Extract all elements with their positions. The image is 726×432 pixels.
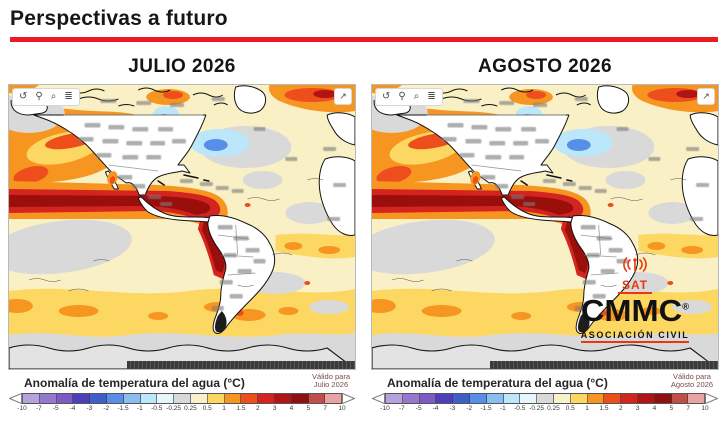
search-icon[interactable]: ⌕ xyxy=(413,90,420,102)
colorbar-ticks: -10 -7 -5 -4 -3 -2 -1.5 -1 -0.5 -0.25 0.25 0.5 1 1.5 2… xyxy=(17,404,346,412)
valid-period-label: Válido para Agosto 2026 xyxy=(670,371,713,390)
reset-view-icon[interactable]: ↺ xyxy=(19,90,28,102)
layers-icon[interactable]: ≣ xyxy=(64,90,73,102)
org-logo-text: CMMC® xyxy=(580,292,690,328)
forecast-panels: JULIO 2026 ↺ ⚲ ⌕ ≣ ↗ Anomalía de tempera… xyxy=(0,44,726,414)
colorbar-segments xyxy=(22,392,343,404)
export-icon[interactable]: ↗ xyxy=(697,87,715,105)
valid-period-label: Válido para Julio 2026 xyxy=(312,371,350,390)
search-icon[interactable]: ⌕ xyxy=(50,90,57,102)
title-accent-rule xyxy=(10,37,718,42)
colorbar-left-arrow xyxy=(9,392,22,404)
panel-julio: JULIO 2026 ↺ ⚲ ⌕ ≣ ↗ Anomalía de tempera… xyxy=(8,44,356,414)
page-title: Perspectivas a futuro xyxy=(10,7,228,30)
colorbar-right-arrow xyxy=(342,392,355,404)
map-toolbar: ↺ ⚲ ⌕ ≣ xyxy=(375,87,443,106)
panel-agosto: AGOSTO 2026 ↺ ⚲ ⌕ ≣ ↗ xyxy=(371,44,719,414)
map-attribution-bar xyxy=(489,360,718,369)
legend-row: Anomalía de temperatura del agua (°C) Vá… xyxy=(371,370,719,390)
legend-title: Anomalía de temperatura del agua (°C) xyxy=(24,375,245,390)
panel-heading-julio: JULIO 2026 xyxy=(128,55,236,77)
colorbar-right-arrow xyxy=(705,392,718,404)
map-toolbar: ↺ ⚲ ⌕ ≣ xyxy=(12,87,80,106)
reset-view-icon[interactable]: ↺ xyxy=(382,90,391,102)
organization-watermark: SAT CMMC® ASOCIACIÓN CIVIL xyxy=(556,256,714,343)
colorbar xyxy=(372,392,718,404)
sat-antenna-icon xyxy=(556,256,714,277)
registered-mark: ® xyxy=(682,301,690,312)
org-subtitle: ASOCIACIÓN CIVIL xyxy=(580,330,690,343)
anomaly-map-julio[interactable]: ↺ ⚲ ⌕ ≣ ↗ xyxy=(8,83,356,370)
map-canvas[interactable] xyxy=(9,85,355,369)
colorbar xyxy=(9,392,355,404)
legend-row: Anomalía de temperatura del agua (°C) Vá… xyxy=(8,370,356,390)
colorbar-ticks: -10 -7 -5 -4 -3 -2 -1.5 -1 -0.5 -0.25 0.25 0.5 1 1.5 2… xyxy=(380,404,709,412)
anomaly-map-agosto[interactable]: ↺ ⚲ ⌕ ≣ ↗ SAT CM xyxy=(371,83,719,370)
layers-icon[interactable]: ≣ xyxy=(427,90,436,102)
export-icon[interactable]: ↗ xyxy=(334,87,352,105)
location-icon[interactable]: ⚲ xyxy=(398,90,406,102)
colorbar-segments xyxy=(385,392,706,404)
panel-heading-agosto: AGOSTO 2026 xyxy=(478,55,612,77)
map-attribution-bar xyxy=(126,360,355,369)
location-icon[interactable]: ⚲ xyxy=(35,90,43,102)
sat-logo-text: SAT xyxy=(617,279,653,294)
legend-title: Anomalía de temperatura del agua (°C) xyxy=(387,375,608,390)
colorbar-left-arrow xyxy=(372,392,385,404)
